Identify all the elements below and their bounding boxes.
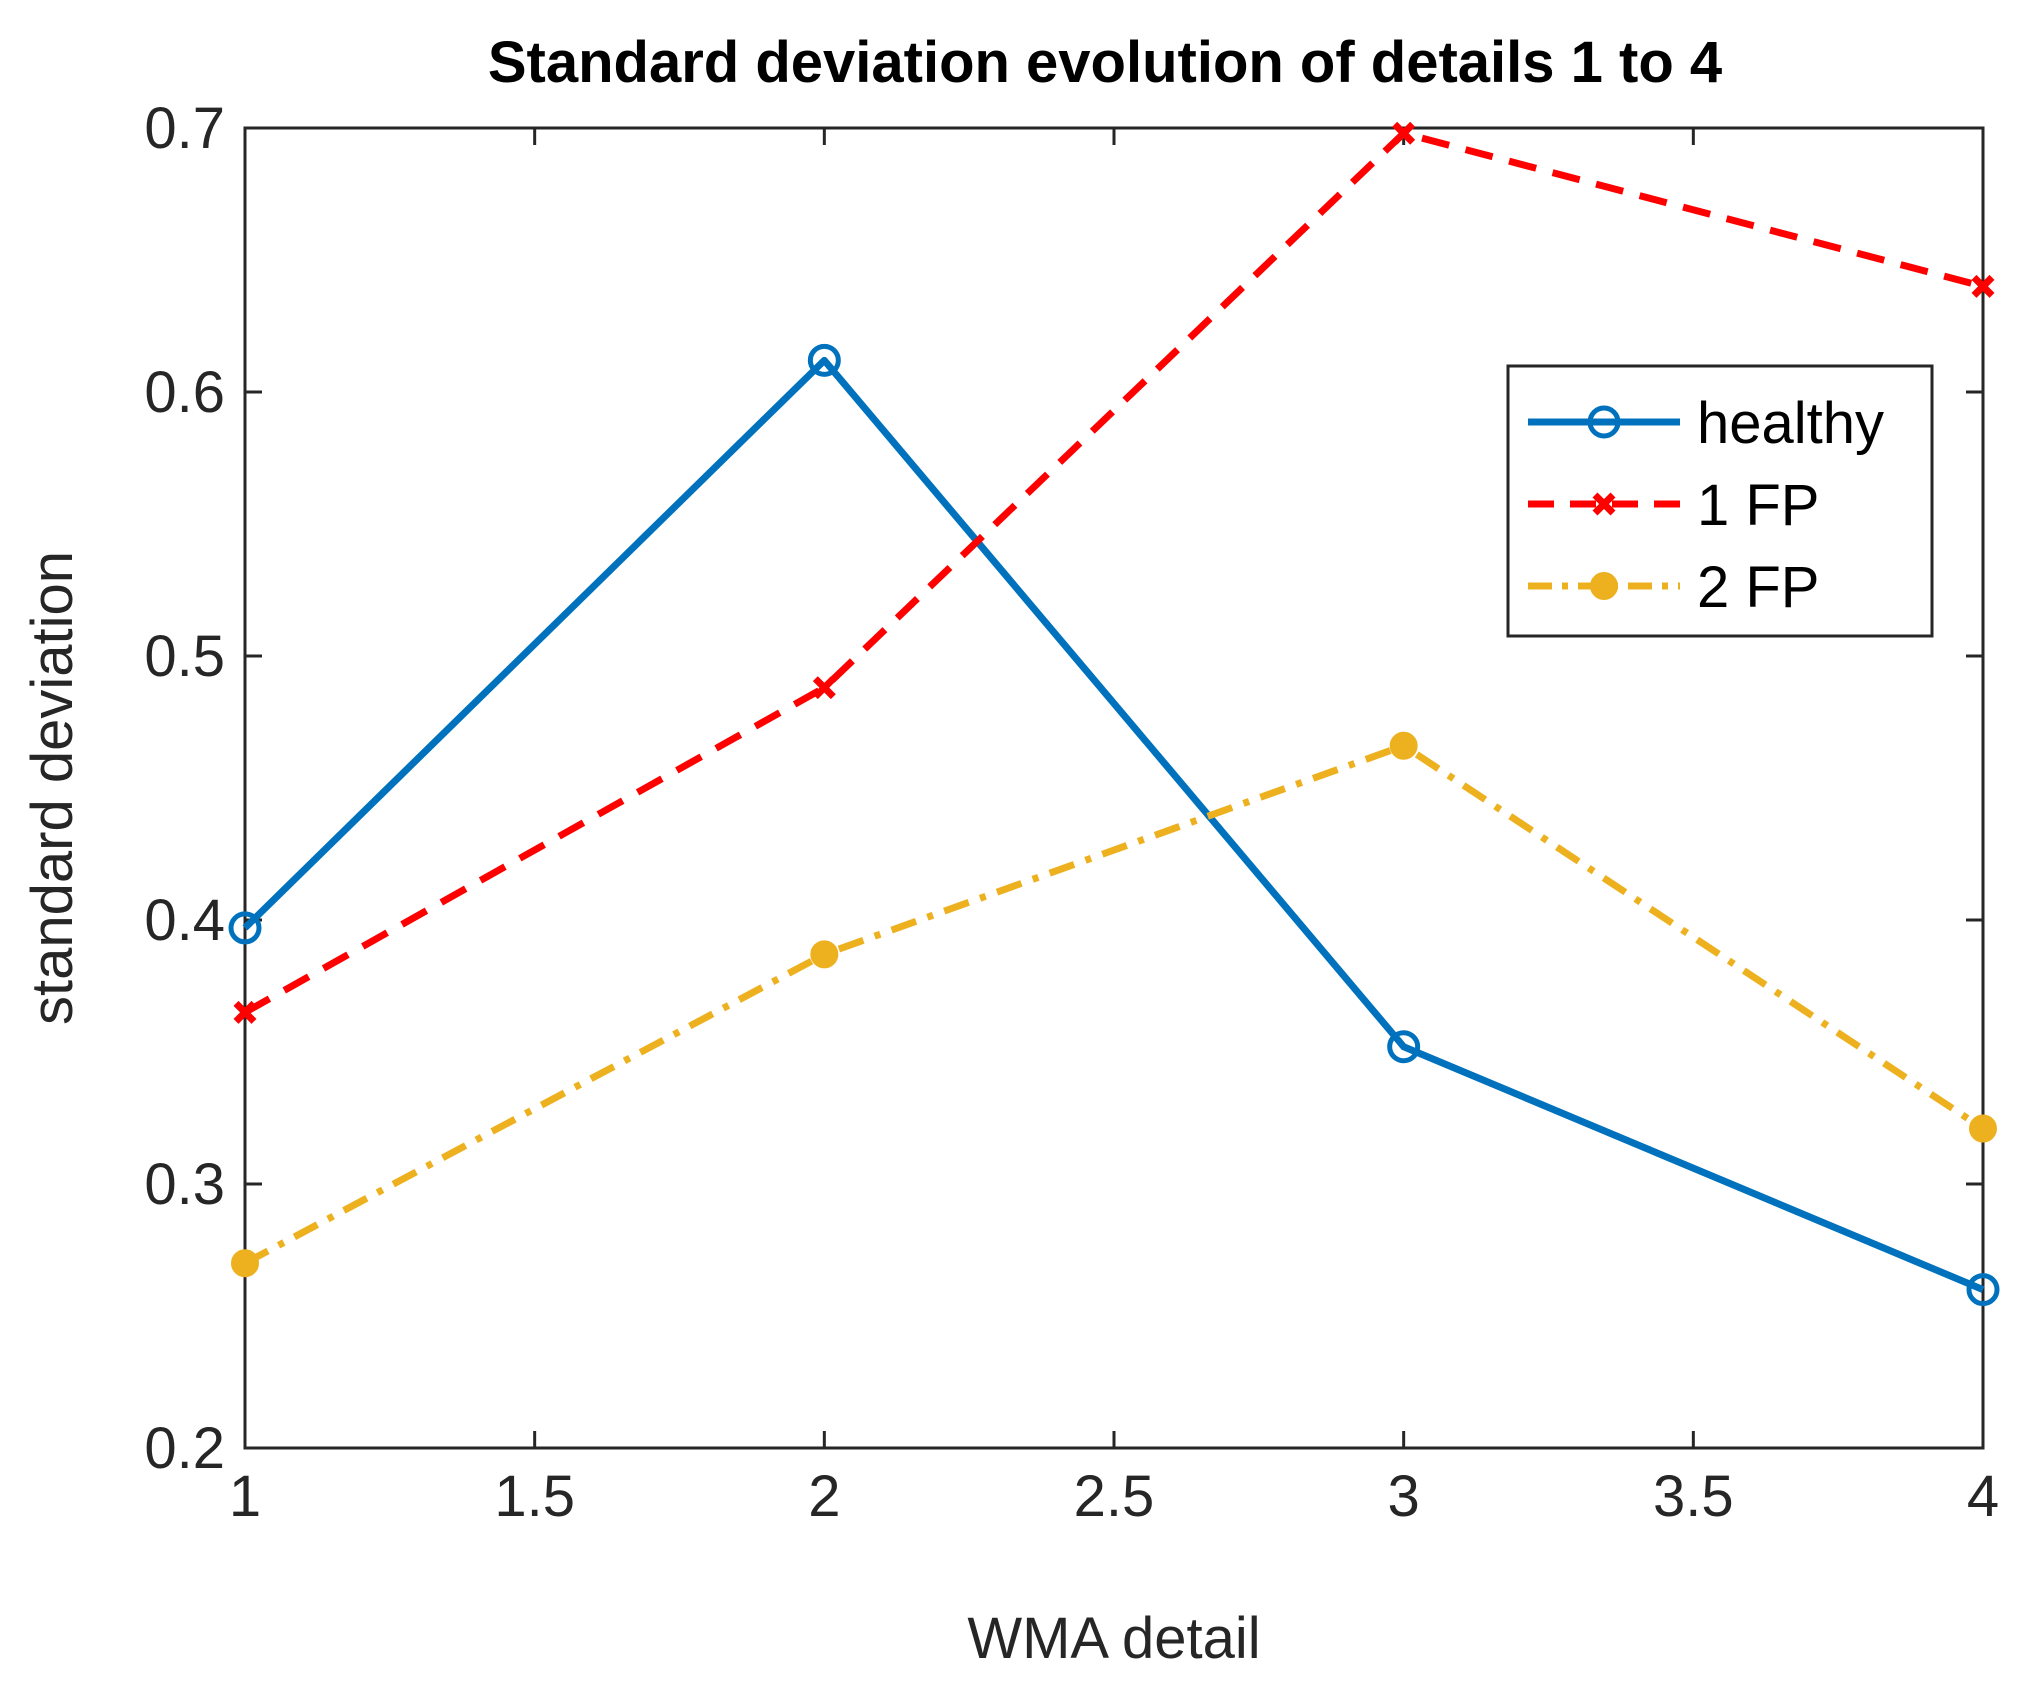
data-point-2-fp — [1389, 731, 1418, 760]
legend-label: healthy — [1697, 391, 1884, 456]
x-tick-label: 2 — [808, 1464, 840, 1529]
y-tick-label: 0.3 — [144, 1152, 225, 1217]
data-point-healthy — [228, 911, 262, 945]
data-point-2-fp — [231, 1249, 259, 1278]
x-axis-label: WMA detail — [967, 1606, 1260, 1671]
series-line-2-fp — [243, 742, 1985, 1267]
series-line-1-fp — [243, 129, 1984, 1016]
series-line-healthy — [242, 356, 1985, 1293]
x-tick-label: 3.5 — [1653, 1464, 1734, 1529]
legend-label: 1 FP — [1697, 473, 1820, 538]
data-point-1-fp — [812, 676, 836, 700]
x-tick-label: 1.5 — [494, 1464, 575, 1529]
x-tick-label: 1 — [229, 1464, 261, 1529]
y-tick-label: 0.7 — [144, 96, 225, 161]
x-tick-label: 2.5 — [1074, 1464, 1155, 1529]
chart-title: Standard deviation evolution of details … — [488, 30, 1722, 95]
data-point-healthy — [1387, 1030, 1421, 1064]
y-axis-label: standard deviation — [20, 551, 85, 1025]
y-tick-label: 0.6 — [144, 360, 225, 425]
legend-marker-1-fp — [1592, 492, 1616, 516]
data-point-healthy — [1966, 1273, 2000, 1307]
legend: healthy 1 FP 2 FP — [1506, 364, 1934, 638]
legend-marker-2-fp — [1590, 572, 1618, 600]
y-tick-label: 0.4 — [144, 888, 225, 953]
data-point-1-fp — [233, 1000, 257, 1024]
legend-marker-healthy — [1587, 405, 1621, 439]
data-point-2-fp — [810, 940, 839, 969]
x-tick-label: 4 — [1967, 1464, 1999, 1529]
ticks: 1 1.5 2 2.5 3 3.5 4 0.2 0.3 0.4 0.5 0.6 0.7 — [144, 96, 1999, 1529]
legend-label: 2 FP — [1697, 555, 1820, 620]
data-point-2-fp — [1969, 1114, 1997, 1143]
series-layer — [228, 121, 2000, 1307]
x-tick-label: 3 — [1388, 1464, 1420, 1529]
data-point-1-fp — [1392, 121, 1416, 145]
y-tick-label: 0.5 — [144, 624, 225, 689]
data-point-healthy — [807, 343, 841, 377]
data-point-1-fp — [1971, 274, 1995, 298]
plot-area — [243, 126, 1985, 1450]
y-tick-label: 0.2 — [144, 1416, 225, 1481]
